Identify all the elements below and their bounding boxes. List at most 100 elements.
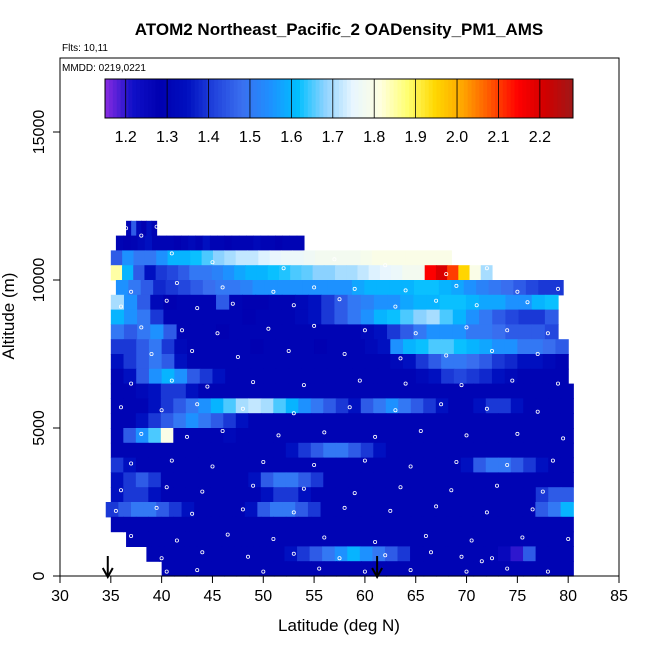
heatmap-cell: [523, 457, 537, 473]
heatmap-cell: [163, 309, 178, 325]
sample-point: [281, 266, 286, 271]
sample-point: [159, 408, 164, 413]
heatmap-cell: [373, 442, 387, 459]
heatmap-cell: [187, 354, 201, 370]
heatmap-cell: [285, 413, 299, 429]
heatmap-cell: [428, 250, 441, 266]
heatmap-cell: [432, 531, 447, 547]
sample-point: [393, 408, 398, 413]
heatmap-cell: [259, 546, 273, 562]
heatmap-cell: [110, 309, 125, 325]
heatmap-cell: [518, 324, 533, 340]
colorbar-swatch: [370, 79, 375, 118]
colorbar-swatch: [323, 79, 328, 118]
heatmap-cell: [414, 280, 428, 296]
heatmap-cell: [148, 383, 162, 399]
heatmap-cell: [281, 324, 296, 340]
heatmap-cell: [135, 442, 149, 459]
heatmap-cell: [210, 457, 224, 473]
sample-point: [545, 331, 550, 336]
heatmap-cell: [115, 280, 129, 296]
heatmap-cell: [523, 413, 537, 429]
colorbar-tick-label: 2.1: [487, 129, 509, 146]
heatmap-cell: [435, 516, 449, 533]
latitude-arrow-head: [371, 567, 383, 580]
heatmap-cell: [110, 324, 125, 340]
heatmap-cell: [148, 428, 162, 444]
colorbar-tick-label: 2.2: [529, 129, 551, 146]
heatmap-cell: [548, 472, 562, 488]
heatmap-cell: [297, 546, 311, 562]
heatmap-cell: [285, 442, 299, 459]
heatmap-cell: [360, 428, 374, 444]
sample-point: [261, 569, 266, 574]
heatmap-cell: [542, 368, 557, 385]
heatmap-cell: [314, 280, 328, 296]
heatmap-cell: [275, 368, 290, 385]
colorbar-swatch: [448, 79, 453, 118]
heatmap-cell: [538, 280, 552, 296]
colorbar-swatch: [518, 79, 523, 118]
heatmap-cell: [376, 280, 390, 296]
sample-point: [271, 537, 276, 542]
colorbar-swatch: [237, 79, 242, 118]
heatmap-cell: [135, 413, 149, 429]
heatmap-cell: [560, 398, 574, 414]
heatmap-cell: [426, 280, 440, 296]
heatmap-cell: [248, 516, 262, 533]
heatmap-cell: [448, 442, 462, 459]
heatmap-cell: [398, 413, 412, 429]
heatmap-cell: [148, 472, 162, 488]
heatmap-cell: [498, 428, 512, 444]
heatmap-cell: [335, 442, 349, 459]
colorbar-swatch: [163, 79, 168, 118]
heatmap-cell: [352, 368, 366, 385]
heatmap-cell: [188, 235, 197, 251]
heatmap-cell: [560, 561, 574, 577]
heatmap-cell: [163, 324, 178, 340]
heatmap-cell: [298, 428, 312, 444]
heatmap-cell: [148, 457, 162, 473]
x-tick-label: 70: [458, 588, 476, 605]
heatmap-cell: [402, 265, 415, 281]
heatmap-cell: [234, 546, 248, 562]
heatmap-cell: [335, 383, 349, 399]
heatmap-cell: [523, 428, 537, 444]
heatmap-cell: [153, 280, 167, 296]
heatmap-cell: [144, 235, 153, 251]
heatmap-cell: [160, 413, 174, 429]
colorbar-swatch: [229, 79, 235, 118]
heatmap-cell: [334, 294, 349, 311]
heatmap-cell: [185, 398, 199, 414]
colorbar-swatch: [264, 79, 270, 118]
x-axis-label: Latitude (deg N): [278, 616, 400, 635]
heatmap-cell: [198, 516, 212, 533]
heatmap-cell: [548, 487, 562, 503]
heatmap-cell: [560, 487, 574, 503]
heatmap-cell: [485, 383, 499, 399]
heatmap-cell: [225, 339, 239, 355]
heatmap-cell: [473, 457, 487, 473]
sample-point: [291, 510, 296, 515]
heatmap-cell: [383, 250, 396, 266]
heatmap-cell: [423, 516, 437, 533]
heatmap-cell: [224, 250, 237, 266]
colorbar-swatch: [467, 79, 473, 118]
heatmap-cell: [176, 324, 191, 340]
sample-point: [200, 489, 205, 494]
heatmap-cell: [398, 383, 412, 399]
heatmap-cell: [531, 309, 546, 325]
heatmap-cell: [223, 487, 237, 503]
colorbar-swatch: [128, 79, 133, 118]
sample-point: [235, 354, 240, 359]
heatmap-cell: [148, 339, 163, 355]
colorbar-swatch: [311, 79, 317, 118]
heatmap-cell: [310, 383, 324, 399]
heatmap-cell: [523, 383, 537, 399]
heatmap-cell: [295, 502, 309, 518]
y-tick-label: 15000: [31, 110, 48, 155]
heatmap-cell: [326, 250, 339, 266]
heatmap-cell: [202, 531, 217, 547]
heatmap-cell: [438, 280, 452, 296]
heatmap-cell: [498, 487, 512, 503]
